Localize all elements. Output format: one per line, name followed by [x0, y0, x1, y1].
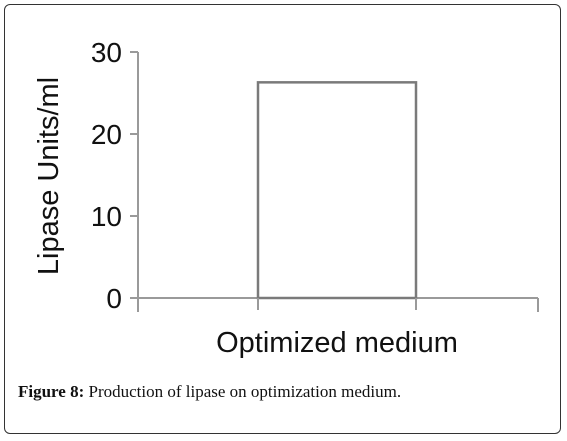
y-tick-label: 0 — [106, 283, 122, 314]
y-axis-label: Lipase Units/ml — [33, 77, 65, 275]
bar-series — [256, 81, 418, 310]
caption-text: Production of lipase on optimization med… — [84, 382, 402, 401]
figure-caption: Figure 8: Production of lipase on optimi… — [18, 382, 401, 402]
y-tick-label: 30 — [91, 37, 122, 68]
y-axis-ticks: 0 10 20 30 — [91, 37, 138, 314]
x-axis-categories: Optimized medium — [216, 327, 458, 359]
y-tick-label: 10 — [91, 201, 122, 232]
caption-label: Figure 8: — [18, 382, 85, 401]
y-tick-label: 20 — [91, 119, 122, 150]
x-category-label: Optimized medium — [216, 327, 458, 359]
bar — [256, 81, 418, 300]
